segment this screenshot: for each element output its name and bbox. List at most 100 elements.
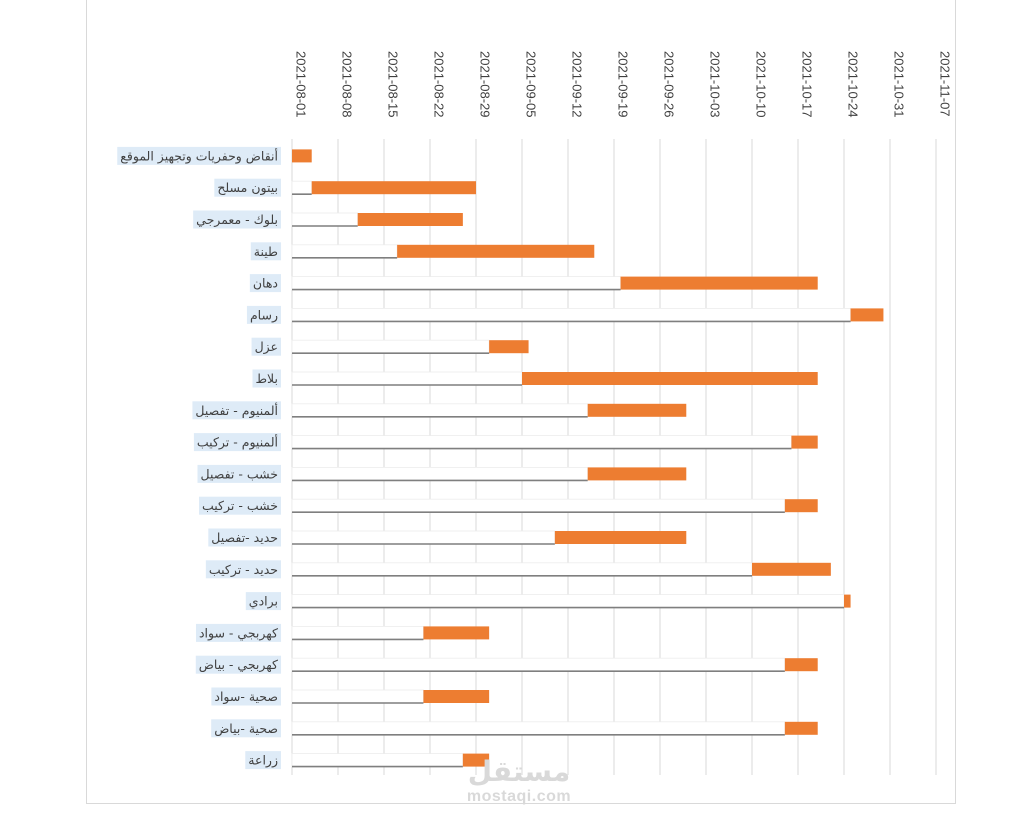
duration-bar	[423, 626, 490, 640]
gridlines	[291, 139, 937, 775]
x-tick-label: 2021-08-01	[294, 51, 309, 118]
duration-bar	[784, 499, 818, 513]
duration-bar	[423, 690, 490, 703]
x-tick-label: 2021-08-22	[432, 51, 447, 118]
category-label: دهان	[253, 276, 278, 291]
category-label: كهربجي - سواد	[199, 625, 278, 641]
start-offset-bar	[291, 562, 753, 577]
duration-bar	[587, 467, 687, 481]
category-label: حديد - تركيب	[209, 562, 278, 578]
duration-bar	[522, 372, 818, 385]
category-label: ألمنيوم - تفصيل	[195, 402, 278, 419]
category-label-highlight	[245, 751, 281, 770]
category-label-highlight	[199, 496, 281, 515]
category-label-highlight	[214, 178, 281, 197]
start-offset-bar	[291, 435, 792, 450]
category-label-highlight	[193, 433, 281, 452]
duration-bar	[311, 181, 476, 195]
duration-bar	[784, 658, 818, 672]
start-offset-bar	[291, 212, 359, 227]
duration-bar	[397, 244, 595, 258]
start-offset-bar	[291, 339, 490, 354]
category-label: عزل	[255, 339, 278, 355]
category-label: ألمنيوم - تركيب	[197, 434, 278, 451]
start-offset-bar	[291, 721, 786, 736]
start-offset-bar	[291, 244, 398, 259]
category-labels: أنقاض وحفريات وتجهيز الموقع بيتون مسلح بلو…	[117, 146, 282, 770]
x-tick-label: 2021-10-03	[708, 51, 723, 118]
x-tick-label: 2021-08-29	[478, 51, 493, 118]
category-label-highlight	[195, 623, 282, 642]
category-label: أنقاض وحفريات وتجهيز الموقع	[120, 147, 278, 164]
category-label-highlight	[250, 242, 282, 261]
chart-area: 2021-08-01 2021-08-08 2021-08-15 2021-08-22…	[86, 0, 956, 804]
x-tick-label: 2021-08-15	[386, 51, 401, 118]
category-label: صحية -سواد	[214, 689, 278, 705]
x-tick-label: 2021-10-17	[800, 51, 815, 118]
category-label-highlight	[252, 369, 281, 388]
gantt-chart: 2021-08-01 2021-08-08 2021-08-15 2021-08-22…	[117, 51, 953, 775]
x-tick-label: 2021-11-07	[938, 51, 953, 117]
category-label-highlight	[195, 655, 282, 674]
category-label: زراعة	[248, 753, 278, 769]
duration-bar	[462, 753, 490, 767]
category-label: خشب - تركيب	[202, 498, 278, 514]
category-label-highlight	[245, 592, 281, 611]
category-label-highlight	[251, 337, 281, 356]
duration-bar	[752, 562, 831, 576]
category-label-highlight	[211, 687, 281, 706]
category-label-highlight	[205, 560, 281, 579]
category-label: حديد -تفصيل	[211, 530, 278, 545]
duration-bar	[791, 435, 818, 449]
category-label: بلاط	[256, 371, 279, 386]
x-tick-label: 2021-08-08	[340, 51, 355, 118]
start-offset-bar	[291, 753, 464, 767]
duration-bar	[844, 594, 851, 608]
x-axis-ticks: 2021-08-01 2021-08-08 2021-08-15 2021-08-22…	[294, 51, 953, 118]
category-label-highlight	[192, 401, 281, 420]
duration-bar	[587, 403, 687, 417]
duration-bar	[784, 721, 818, 735]
start-offset-bar	[291, 180, 313, 195]
start-offset-bar	[291, 276, 621, 291]
x-tick-label: 2021-09-05	[524, 51, 539, 118]
start-offset-bar	[291, 371, 523, 386]
category-label-highlight	[211, 719, 281, 738]
category-label: رسام	[250, 307, 278, 323]
category-label: بيتون مسلح	[217, 180, 278, 196]
start-offset-bar	[291, 657, 786, 672]
x-tick-label: 2021-09-19	[616, 51, 631, 118]
category-label: برادي	[249, 594, 278, 610]
category-label-highlight	[249, 274, 281, 293]
category-label-highlight	[193, 210, 281, 229]
category-label: بلوك - معمرجي	[196, 212, 278, 228]
start-offset-bar	[291, 403, 589, 418]
start-offset-bar	[291, 594, 845, 608]
x-tick-label: 2021-09-26	[662, 51, 677, 118]
x-tick-label: 2021-10-10	[754, 51, 769, 118]
bars	[291, 149, 884, 768]
category-label: صحية -بياض	[214, 721, 278, 737]
category-label-highlight	[197, 464, 281, 483]
start-offset-bar	[291, 466, 589, 481]
duration-bar	[292, 149, 312, 163]
category-label: خشب - تفصيل	[201, 466, 279, 481]
start-offset-bar	[291, 689, 424, 704]
duration-bar	[554, 531, 687, 544]
category-label: طينة	[254, 244, 278, 259]
category-label-highlight	[246, 305, 281, 324]
watermark-logo: مستقل mostaqi.com	[454, 756, 584, 806]
start-offset-bar	[291, 498, 786, 513]
category-label: كهربجي - بياض	[199, 657, 278, 673]
category-label-highlight	[117, 146, 281, 165]
start-offset-bar	[291, 307, 851, 322]
watermark-arabic: مستقل	[467, 755, 571, 788]
duration-bar	[357, 213, 463, 226]
start-offset-bar	[291, 530, 556, 545]
x-tick-label: 2021-10-24	[846, 51, 861, 118]
x-tick-label: 2021-09-12	[570, 51, 585, 118]
category-label-highlight	[208, 528, 281, 547]
duration-bar	[850, 308, 884, 322]
start-offset-bar	[291, 626, 424, 640]
watermark-latin: mostaqi.com	[466, 788, 572, 805]
